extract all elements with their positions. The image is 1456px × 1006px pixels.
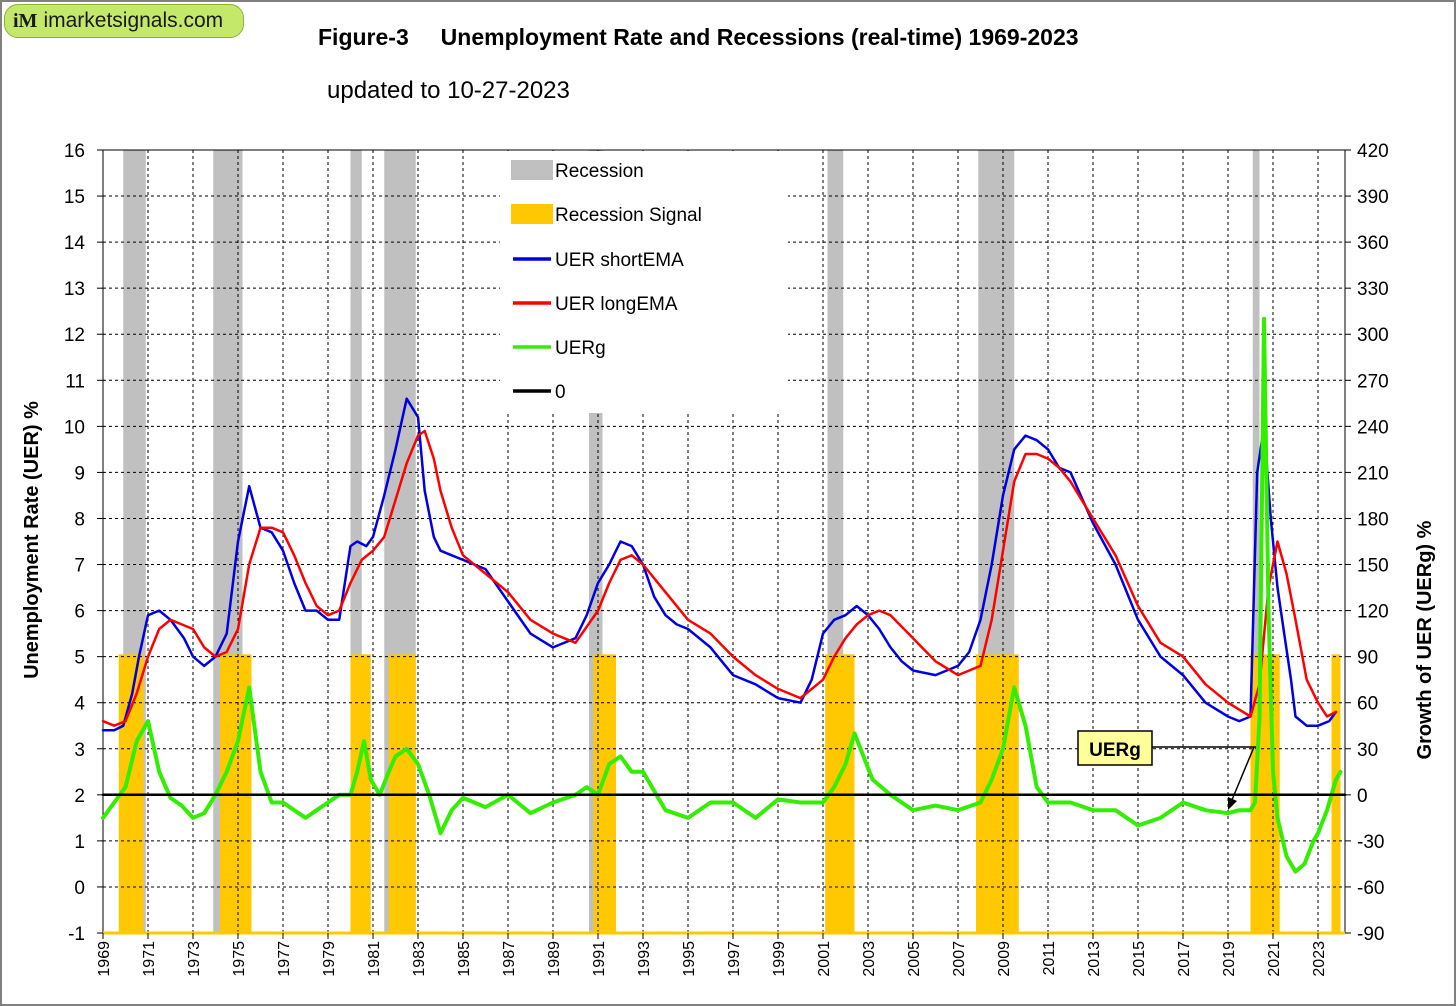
y-tick-label: 9 (74, 463, 85, 484)
x-tick-label: 1973 (186, 941, 203, 977)
annotation-arrow-line (1228, 746, 1255, 808)
x-tick-label: 2005 (906, 941, 923, 977)
y2-tick-label: 120 (1357, 602, 1389, 623)
x-tick-label: 1985 (456, 941, 473, 977)
legend-label: Recession (555, 161, 644, 182)
y2-axis-label: Growth of UER (UERg) % (1414, 520, 1436, 759)
y-tick-label: 15 (64, 187, 85, 208)
y-tick-label: 3 (74, 740, 85, 761)
y-tick-label: 7 (74, 556, 85, 577)
legend-label: Recession Signal (555, 205, 702, 226)
series-lines (101, 316, 1347, 874)
y2-tick-label: 420 (1357, 141, 1389, 162)
y-tick-label: 10 (64, 417, 85, 438)
legend-swatch (511, 204, 553, 224)
x-tick-label: 1977 (276, 941, 293, 977)
y2-tick-label: 210 (1357, 463, 1389, 484)
x-tick-label: 1981 (366, 941, 383, 977)
y2-tick-label: -90 (1357, 924, 1384, 945)
x-tick-label: 2021 (1266, 941, 1283, 977)
chart-subtitle: updated to 10-27-2023 (327, 77, 570, 104)
legend-label: UER longEMA (555, 294, 678, 315)
site-name: imarketsignals.com (43, 9, 224, 32)
legend-label: UER shortEMA (555, 250, 684, 271)
x-tick-label: 1969 (96, 941, 113, 977)
annotation-label: UERg (1089, 740, 1141, 761)
x-tick-label: 1995 (681, 941, 698, 977)
x-tick-label: 1979 (321, 941, 338, 977)
y-tick-label: 12 (64, 325, 85, 346)
y-tick-label: 6 (74, 602, 85, 623)
site-badge[interactable]: iM imarketsignals.com (4, 4, 244, 38)
x-tick-label: 2023 (1311, 941, 1328, 977)
y2-tick-label: 270 (1357, 371, 1389, 392)
x-tick-label: 1971 (141, 941, 158, 977)
x-tick-label: 2013 (1086, 941, 1103, 977)
annotation-box (1077, 730, 1153, 766)
series-line-uerg (101, 316, 1343, 874)
x-tick-label: 2015 (1131, 941, 1148, 977)
y-axis-label: Unemployment Rate (UER) % (21, 401, 43, 679)
series-line-uer-longema (101, 429, 1338, 727)
x-tick-label: 2003 (861, 941, 878, 977)
x-tick-label: 2017 (1176, 941, 1193, 977)
legend-swatch (511, 160, 553, 180)
chart-title: Figure-3 Unemployment Rate and Recession… (318, 24, 1079, 50)
legend-label: 0 (555, 382, 566, 403)
axes: -1012345678910111213141516-90-60-3003060… (64, 141, 1389, 977)
y-tick-label: 11 (65, 371, 85, 392)
y-tick-label: -1 (68, 924, 85, 945)
y2-tick-label: 300 (1357, 325, 1389, 346)
x-tick-label: 2019 (1221, 941, 1238, 977)
x-tick-label: 1993 (636, 941, 653, 977)
y-tick-label: 1 (74, 832, 85, 853)
im-logo-icon: iM (13, 9, 38, 32)
y2-tick-label: -60 (1357, 878, 1384, 899)
x-tick-label: 2009 (996, 941, 1013, 977)
x-tick-label: 1997 (726, 941, 743, 977)
legend: Recession Recession Signal UER shortEMA UER… (511, 160, 702, 403)
x-tick-label: 1983 (411, 941, 428, 977)
axis-labels: Unemployment Rate (UER) % Growth of UER … (21, 401, 1436, 760)
x-tick-label: 2011 (1041, 941, 1058, 976)
x-tick-label: 1987 (501, 941, 518, 977)
y-tick-label: 2 (74, 786, 85, 807)
y2-tick-label: 60 (1357, 694, 1378, 715)
y2-tick-label: 150 (1357, 556, 1389, 577)
legend-label: UERg (555, 338, 606, 359)
x-tick-label: 2001 (816, 941, 833, 977)
y-tick-label: 4 (74, 694, 85, 715)
x-tick-label: 1989 (546, 941, 563, 977)
y-tick-label: 14 (64, 233, 86, 254)
y-tick-label: 16 (64, 141, 85, 162)
y2-tick-label: 30 (1357, 740, 1378, 761)
x-tick-label: 1999 (771, 941, 788, 977)
annotation-arrowhead (1228, 797, 1237, 810)
y2-tick-label: 90 (1357, 648, 1378, 669)
y2-tick-label: 0 (1357, 786, 1368, 807)
x-tick-label: 1975 (231, 941, 248, 977)
y-tick-label: 0 (74, 878, 85, 899)
x-tick-label: 1991 (591, 941, 608, 977)
y2-tick-label: 330 (1357, 279, 1389, 300)
y-tick-label: 8 (74, 509, 85, 530)
legend-box (500, 151, 788, 413)
y2-tick-label: -30 (1357, 832, 1384, 853)
y-tick-label: 13 (64, 279, 85, 300)
x-tick-label: 2007 (951, 941, 968, 977)
series-line-uer-shortema (101, 397, 1338, 732)
y2-tick-label: 390 (1357, 187, 1389, 208)
y2-tick-label: 360 (1357, 233, 1389, 254)
annotations: UERg (1077, 730, 1256, 810)
grid-lines (102, 149, 1345, 934)
y2-tick-label: 180 (1357, 509, 1389, 530)
legend-background (500, 151, 788, 413)
y2-tick-label: 240 (1357, 417, 1389, 438)
y-tick-label: 5 (74, 648, 85, 669)
